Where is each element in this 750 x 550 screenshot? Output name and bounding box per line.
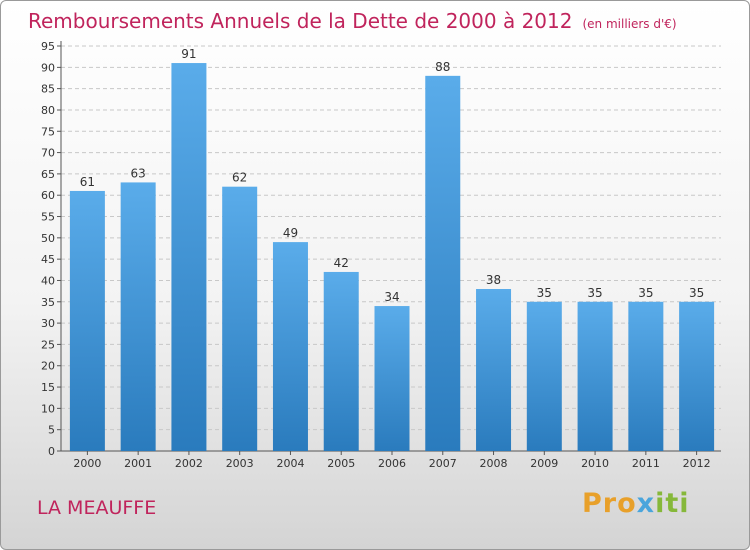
data-label-2009: 35 <box>537 286 552 300</box>
y-tick-label: 90 <box>41 61 55 74</box>
data-label-2011: 35 <box>638 286 653 300</box>
y-tick-label: 95 <box>41 40 55 53</box>
bar-2003 <box>222 186 258 451</box>
bar-2011 <box>628 301 664 451</box>
y-tick-label: 55 <box>41 211 55 224</box>
bar-2010 <box>577 301 613 451</box>
data-label-2006: 34 <box>384 290 399 304</box>
y-tick-label: 20 <box>41 360 55 373</box>
x-tick-label-2004: 2004 <box>276 457 304 470</box>
data-label-2005: 42 <box>334 256 349 270</box>
bar-2012 <box>679 301 715 451</box>
bar-2000 <box>69 190 105 451</box>
logo-part-2: x <box>636 488 656 519</box>
data-label-2003: 62 <box>232 171 247 185</box>
x-tick-label-2001: 2001 <box>124 457 152 470</box>
chart-title: Remboursements Annuels de la Dette de 20… <box>28 9 677 33</box>
y-tick-label: 25 <box>41 338 55 351</box>
x-tick-label-2012: 2012 <box>683 457 711 470</box>
x-tick-label-2000: 2000 <box>73 457 101 470</box>
y-tick-label: 5 <box>48 424 55 437</box>
y-tick-label: 10 <box>41 402 55 415</box>
data-label-2000: 61 <box>80 175 95 189</box>
data-label-2002: 91 <box>181 47 196 61</box>
bar-2005 <box>323 271 359 451</box>
data-label-2008: 38 <box>486 273 501 287</box>
y-tick-label: 80 <box>41 104 55 117</box>
bar-2001 <box>120 182 156 451</box>
bar-2002 <box>171 63 207 451</box>
x-tick-label-2009: 2009 <box>530 457 558 470</box>
x-tick-label-2006: 2006 <box>378 457 406 470</box>
y-tick-label: 75 <box>41 125 55 138</box>
bar-2006 <box>374 306 410 451</box>
x-tick-label-2003: 2003 <box>226 457 254 470</box>
x-tick-label-2007: 2007 <box>429 457 457 470</box>
title-main: Remboursements Annuels de la Dette de 20… <box>28 9 573 33</box>
data-label-2007: 88 <box>435 60 450 74</box>
data-label-2012: 35 <box>689 286 704 300</box>
commune-name: LA MEAUFFE <box>37 497 157 519</box>
x-tick-label-2011: 2011 <box>632 457 660 470</box>
y-tick-label: 85 <box>41 83 55 96</box>
title-unit: (en milliers d'€) <box>582 17 677 31</box>
y-tick-label: 50 <box>41 232 55 245</box>
bar-2009 <box>526 301 562 451</box>
y-tick-label: 45 <box>41 253 55 266</box>
bar-2008 <box>476 289 512 451</box>
y-tick-label: 0 <box>48 445 55 458</box>
y-tick-label: 70 <box>41 147 55 160</box>
x-tick-label-2005: 2005 <box>327 457 355 470</box>
y-tick-label: 60 <box>41 189 55 202</box>
x-tick-label-2010: 2010 <box>581 457 609 470</box>
y-tick-label: 30 <box>41 317 55 330</box>
x-tick-label-2008: 2008 <box>480 457 508 470</box>
data-label-2004: 49 <box>283 226 298 240</box>
x-tick-label-2002: 2002 <box>175 457 203 470</box>
y-tick-label: 40 <box>41 274 55 287</box>
y-tick-label: 65 <box>41 168 55 181</box>
bar-2007 <box>425 75 461 451</box>
logo-part-1: Pro <box>582 488 637 519</box>
bar-2004 <box>272 242 308 451</box>
logo-part-3: iti <box>655 488 690 519</box>
data-label-2001: 63 <box>131 166 146 180</box>
y-tick-label: 15 <box>41 381 55 394</box>
proxiti-logo: Proxiti <box>582 488 690 519</box>
y-tick-label: 35 <box>41 296 55 309</box>
data-label-2010: 35 <box>587 286 602 300</box>
